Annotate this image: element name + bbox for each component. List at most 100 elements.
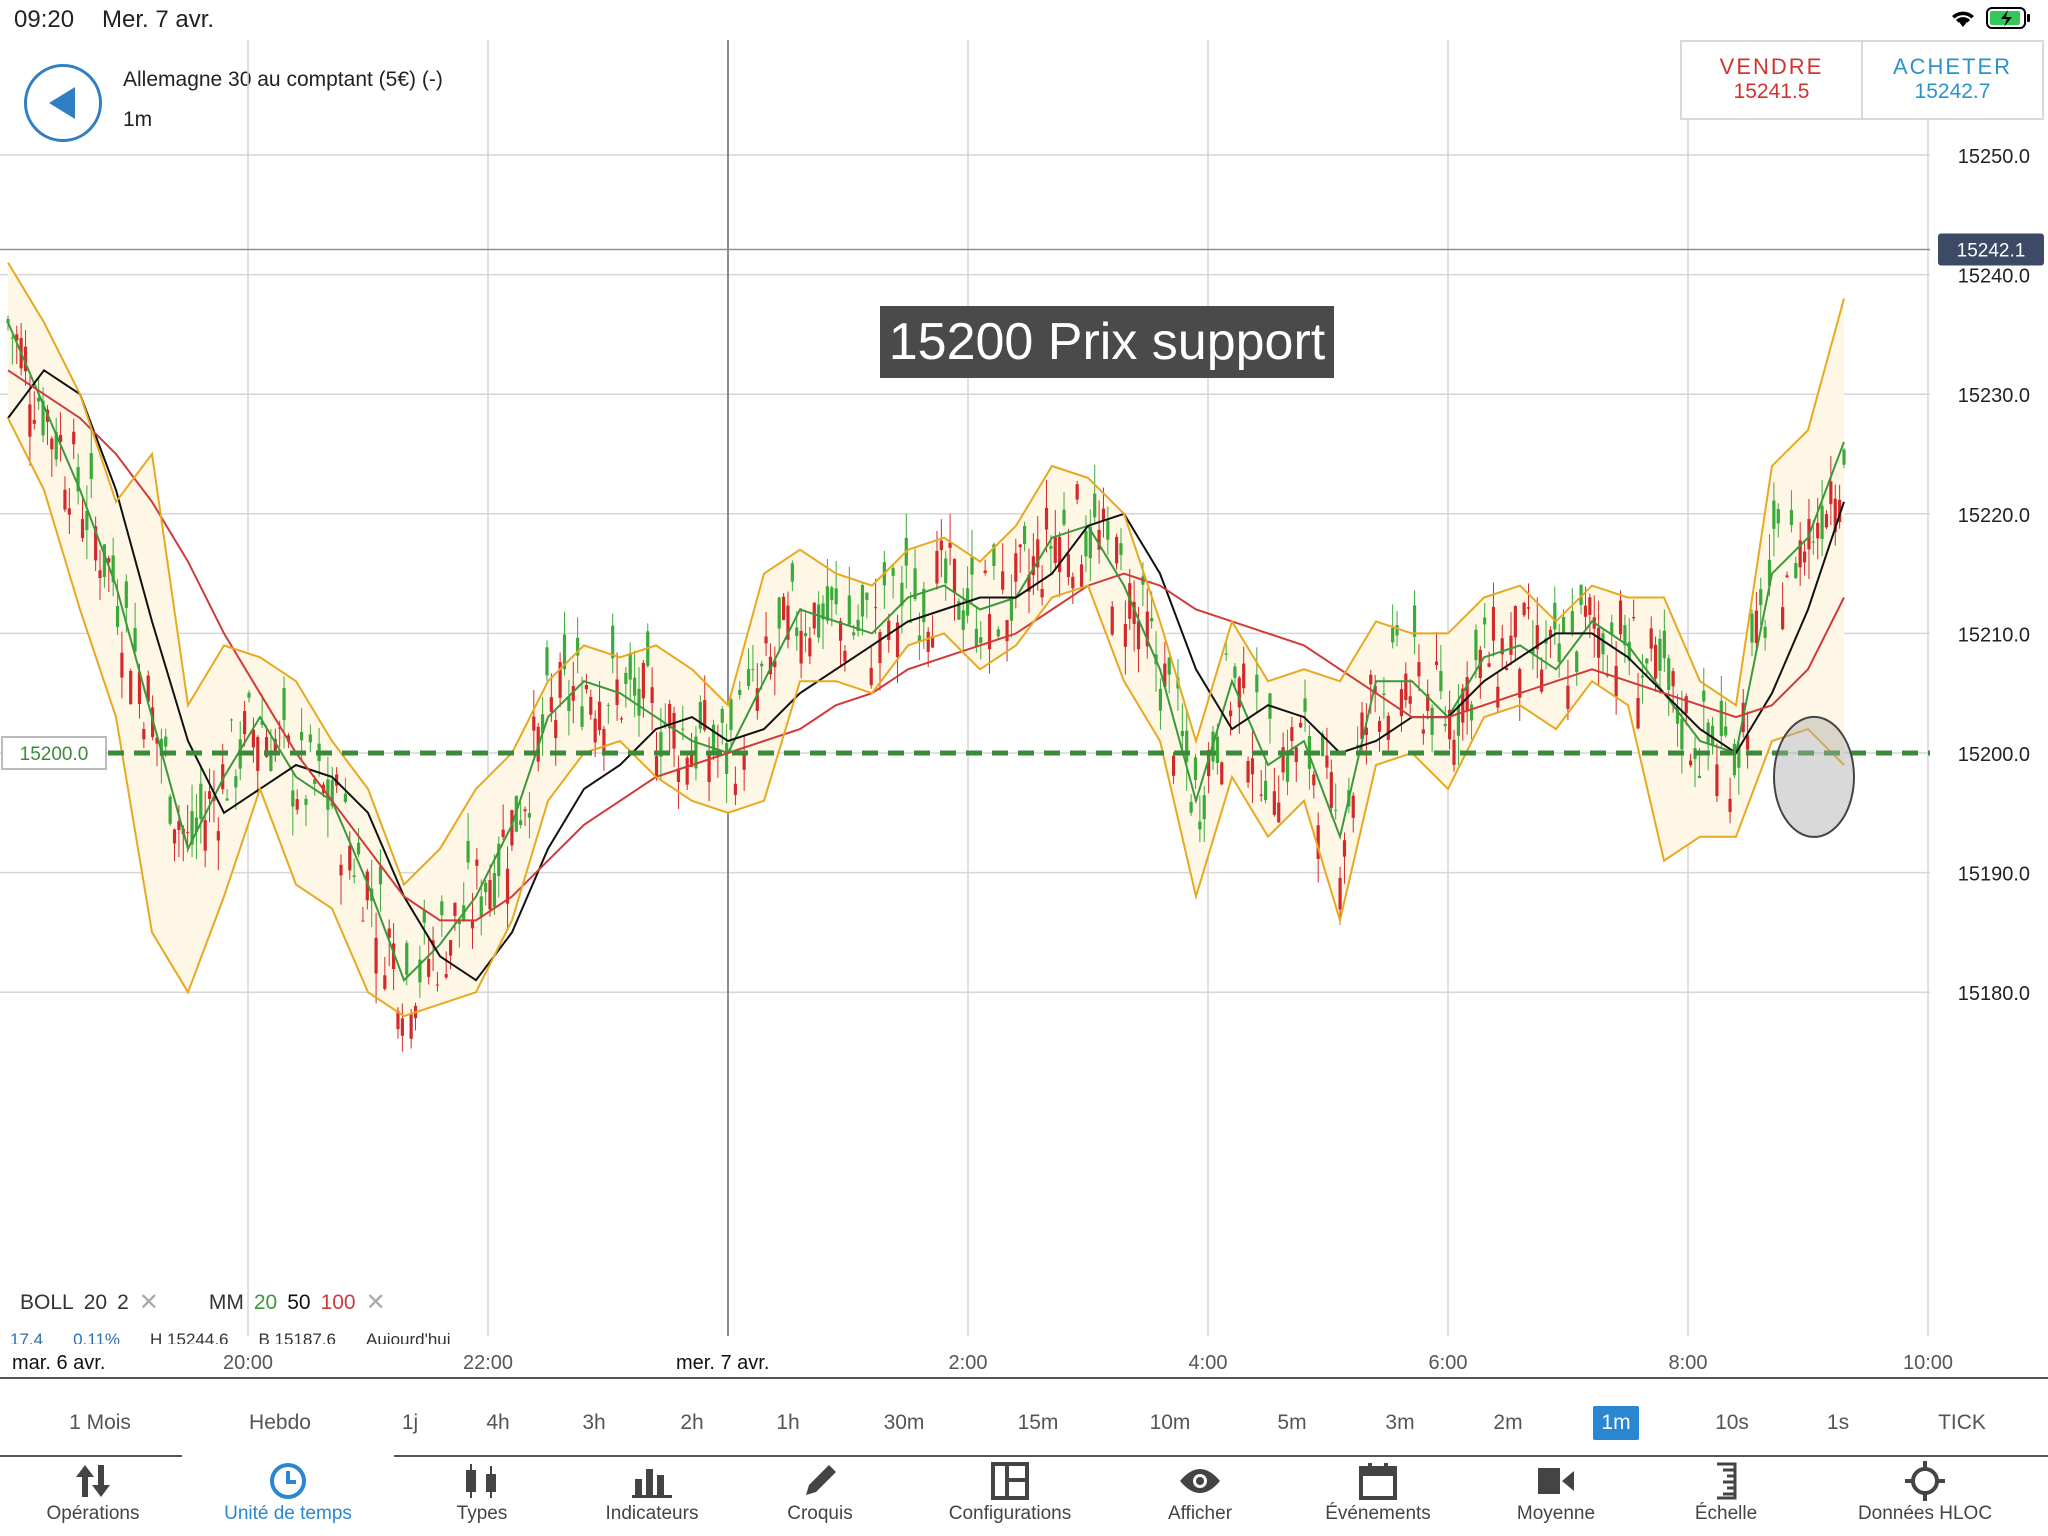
candle-body <box>1680 718 1684 750</box>
candle-body <box>405 943 409 975</box>
arrows-updown-icon <box>76 1465 110 1497</box>
tf-10m[interactable]: 10m <box>1149 1411 1191 1434</box>
tool-label: Échelle <box>1694 1503 1758 1524</box>
candle-body <box>641 662 645 699</box>
ohlc-change: 17.4 <box>10 1330 44 1344</box>
candle-body <box>466 841 470 863</box>
tf-30m[interactable]: 30m <box>883 1411 925 1434</box>
candle-body <box>1334 809 1338 811</box>
tf-3h[interactable]: 3h <box>582 1411 606 1434</box>
tf-10s[interactable]: 10s <box>1715 1411 1749 1434</box>
tool-types[interactable]: Types <box>420 1457 544 1536</box>
candle-body <box>282 687 286 721</box>
buy-button[interactable]: ACHETER 15242.7 <box>1863 42 2042 118</box>
candle-body <box>725 743 729 775</box>
candle-body <box>926 631 930 652</box>
candle-body <box>672 712 676 749</box>
candle-body <box>554 720 558 739</box>
candle-body <box>1776 509 1780 524</box>
candle-body <box>1715 764 1719 797</box>
candle-body <box>1667 658 1671 690</box>
candle-body <box>1540 669 1544 692</box>
tf-1m[interactable]: 1m <box>1593 1406 1639 1440</box>
candle-body <box>1618 600 1623 635</box>
candle-body <box>1242 663 1246 689</box>
candle-body <box>1496 686 1500 708</box>
tf-2h[interactable]: 2h <box>680 1411 704 1434</box>
candle-body <box>247 692 251 698</box>
tf-tick[interactable]: TICK <box>1938 1411 1986 1434</box>
candle-body <box>711 724 716 755</box>
tool-label: Opérations <box>46 1503 140 1524</box>
tf-15m[interactable]: 15m <box>1017 1411 1059 1434</box>
candle-body <box>28 404 32 437</box>
candle-body <box>339 864 343 876</box>
candle-body <box>159 738 163 756</box>
candle-body <box>1281 747 1285 773</box>
y-tick-label: 15210.0 <box>1958 624 2030 646</box>
candle-body <box>1759 589 1763 606</box>
tool-scale[interactable]: Échelle <box>1676 1457 1776 1536</box>
candle-body <box>1255 674 1259 693</box>
candle-body <box>992 544 996 566</box>
candle-body <box>1391 627 1395 643</box>
candle-body <box>1294 747 1298 763</box>
candle-body <box>1250 758 1255 775</box>
instrument-name: Allemagne 30 au comptant (5€) (-) <box>123 68 443 91</box>
tf-1j[interactable]: 1j <box>401 1411 419 1434</box>
tool-events[interactable]: Événements <box>1312 1457 1444 1536</box>
candle-body <box>203 820 207 851</box>
tool-indicators[interactable]: Indicateurs <box>585 1457 719 1536</box>
tool-sketch[interactable]: Croquis <box>760 1457 880 1536</box>
tool-time-unit[interactable]: Unité de temps <box>195 1457 381 1536</box>
candles-icon <box>466 1464 496 1498</box>
tf-5m[interactable]: 5m <box>1277 1411 1307 1434</box>
candle-body <box>781 596 786 620</box>
candle-body <box>76 467 80 492</box>
candle-body <box>1531 648 1535 655</box>
candle-body <box>1382 693 1386 696</box>
tool-hloc-data[interactable]: Données HLOC <box>1840 1457 2010 1536</box>
candle-body <box>129 670 133 705</box>
candle-body <box>961 610 965 630</box>
tool-display[interactable]: Afficher <box>1150 1457 1250 1536</box>
tf-hebdo[interactable]: Hebdo <box>249 1411 311 1434</box>
tool-configurations[interactable]: Configurations <box>930 1457 1090 1536</box>
tool-operations[interactable]: Opérations <box>20 1457 166 1536</box>
candle-body <box>501 829 505 838</box>
tool-average[interactable]: Moyenne <box>1500 1457 1612 1536</box>
sell-label: VENDRE <box>1719 54 1824 79</box>
candle-body <box>497 843 501 876</box>
tf-4h[interactable]: 4h <box>486 1411 510 1434</box>
support-label-box <box>1 736 107 770</box>
remove-boll-icon[interactable]: ✕ <box>138 1289 159 1316</box>
sell-button[interactable]: VENDRE 15241.5 <box>1682 42 1863 118</box>
candle-body <box>1785 575 1789 578</box>
tf-1mois[interactable]: 1 Mois <box>69 1411 131 1434</box>
chart-annotation[interactable]: 15200 Prix support <box>880 306 1334 378</box>
back-button[interactable] <box>24 64 102 142</box>
candle-body <box>895 622 900 658</box>
candle-body <box>225 798 229 801</box>
candle-body <box>177 821 181 830</box>
candle-body <box>32 419 36 424</box>
candle-body <box>1001 571 1005 590</box>
candle-body <box>1829 481 1833 505</box>
candle-body <box>142 728 146 740</box>
candle-body <box>457 920 461 925</box>
remove-mm-icon[interactable]: ✕ <box>365 1289 386 1316</box>
tf-1s[interactable]: 1s <box>1826 1411 1850 1434</box>
candle-body <box>567 696 571 712</box>
candle-body <box>335 774 339 786</box>
candle-body <box>1145 611 1149 647</box>
tf-2m[interactable]: 2m <box>1493 1411 1523 1434</box>
candle-body <box>1583 605 1588 617</box>
candle-body <box>1115 536 1119 564</box>
candle-body <box>365 871 369 901</box>
tf-1h[interactable]: 1h <box>776 1411 800 1434</box>
candle-body <box>742 755 746 770</box>
candle-body <box>957 601 961 620</box>
price-chart[interactable]: 15250.0 15240.0 15230.0 15220.0 15210.0 15200… <box>0 40 2048 1380</box>
candle-body <box>1360 712 1364 739</box>
tf-3m[interactable]: 3m <box>1385 1411 1415 1434</box>
